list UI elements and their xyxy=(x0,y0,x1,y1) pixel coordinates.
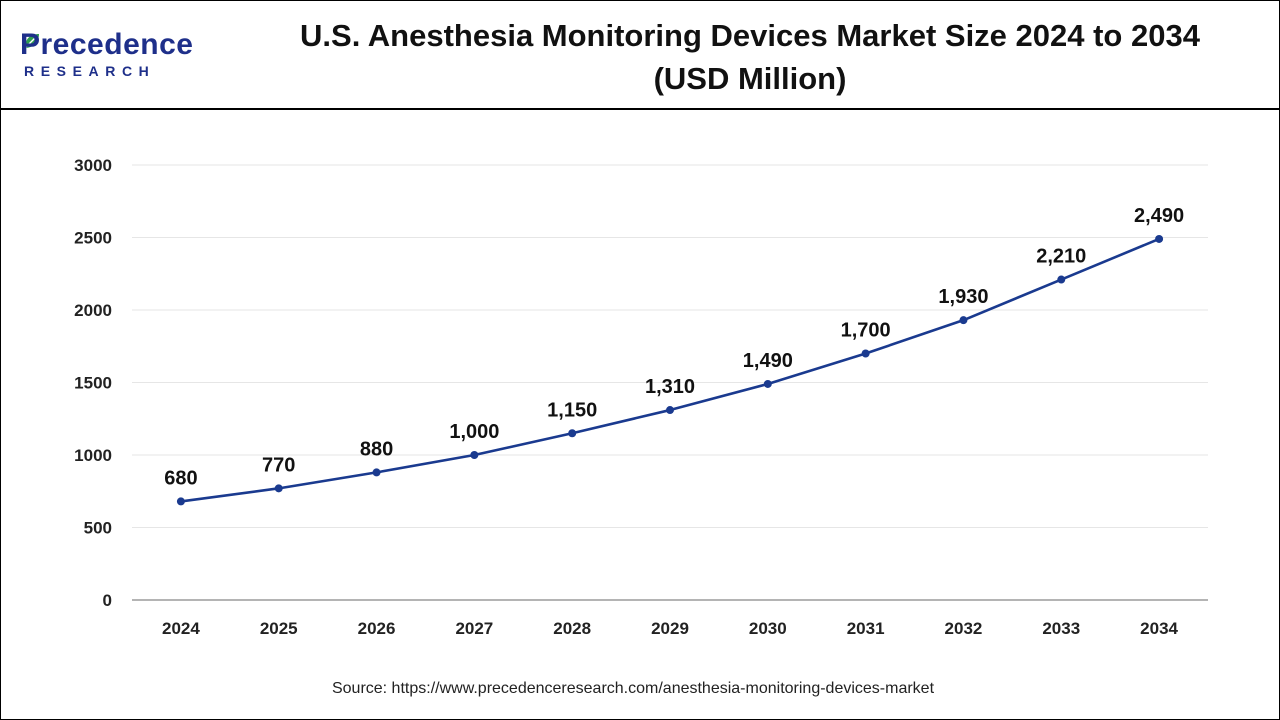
data-point xyxy=(763,379,772,388)
chart-title-line1: U.S. Anesthesia Monitoring Devices Marke… xyxy=(300,18,1200,53)
data-label: 880 xyxy=(360,438,393,460)
data-point xyxy=(1057,275,1066,284)
leaf-icon xyxy=(25,34,39,48)
data-label: 2,490 xyxy=(1134,205,1184,227)
x-tick-label: 2032 xyxy=(945,619,983,638)
data-point xyxy=(959,316,968,325)
x-tick-label: 2026 xyxy=(358,619,396,638)
data-point xyxy=(274,484,283,493)
data-label: 1,490 xyxy=(743,350,793,372)
y-tick-label: 500 xyxy=(84,519,112,538)
data-label: 1,700 xyxy=(841,320,891,342)
y-tick-label: 1000 xyxy=(74,446,112,465)
source-note: Source: https://www.precedenceresearch.c… xyxy=(331,680,935,697)
brand-sub: RESEARCH xyxy=(24,63,156,79)
y-tick-label: 1500 xyxy=(74,374,112,393)
x-tick-label: 2030 xyxy=(749,619,787,638)
x-tick-label: 2025 xyxy=(260,619,298,638)
data-label: 1,000 xyxy=(449,421,499,443)
y-tick-label: 2000 xyxy=(74,301,112,320)
x-tick-label: 2034 xyxy=(1140,619,1178,638)
y-tick-label: 2500 xyxy=(74,229,112,248)
data-point xyxy=(1155,234,1164,243)
series-line xyxy=(180,237,1160,503)
data-point xyxy=(372,468,381,477)
y-tick-label: 3000 xyxy=(74,156,112,175)
data-point xyxy=(861,349,870,358)
chart-title: U.S. Anesthesia Monitoring Devices Marke… xyxy=(250,14,1250,100)
data-point xyxy=(666,406,674,415)
data-point xyxy=(568,429,577,438)
data-label: 1,150 xyxy=(547,399,597,421)
data-point xyxy=(470,451,479,459)
brand-name: Precedence xyxy=(20,28,194,61)
x-tick-label: 2031 xyxy=(847,619,885,638)
data-point xyxy=(176,497,185,506)
data-label: 680 xyxy=(164,467,197,489)
chart-title-line2: (USD Million) xyxy=(653,61,847,96)
x-tick-label: 2029 xyxy=(651,619,689,638)
brand-logo: Precedence RESEARCH xyxy=(20,28,220,83)
y-tick-label: 0 xyxy=(103,591,112,610)
data-label: 2,210 xyxy=(1036,246,1086,268)
x-tick-label: 2028 xyxy=(553,619,591,638)
x-tick-label: 2027 xyxy=(455,619,493,638)
x-tick-label: 2024 xyxy=(162,619,200,638)
data-label: 1,310 xyxy=(645,376,695,398)
data-label: 770 xyxy=(262,454,295,476)
data-label: 1,930 xyxy=(938,286,988,308)
x-tick-label: 2033 xyxy=(1042,619,1080,638)
header: Precedence RESEARCH U.S. Anesthesia Moni… xyxy=(0,0,1280,110)
